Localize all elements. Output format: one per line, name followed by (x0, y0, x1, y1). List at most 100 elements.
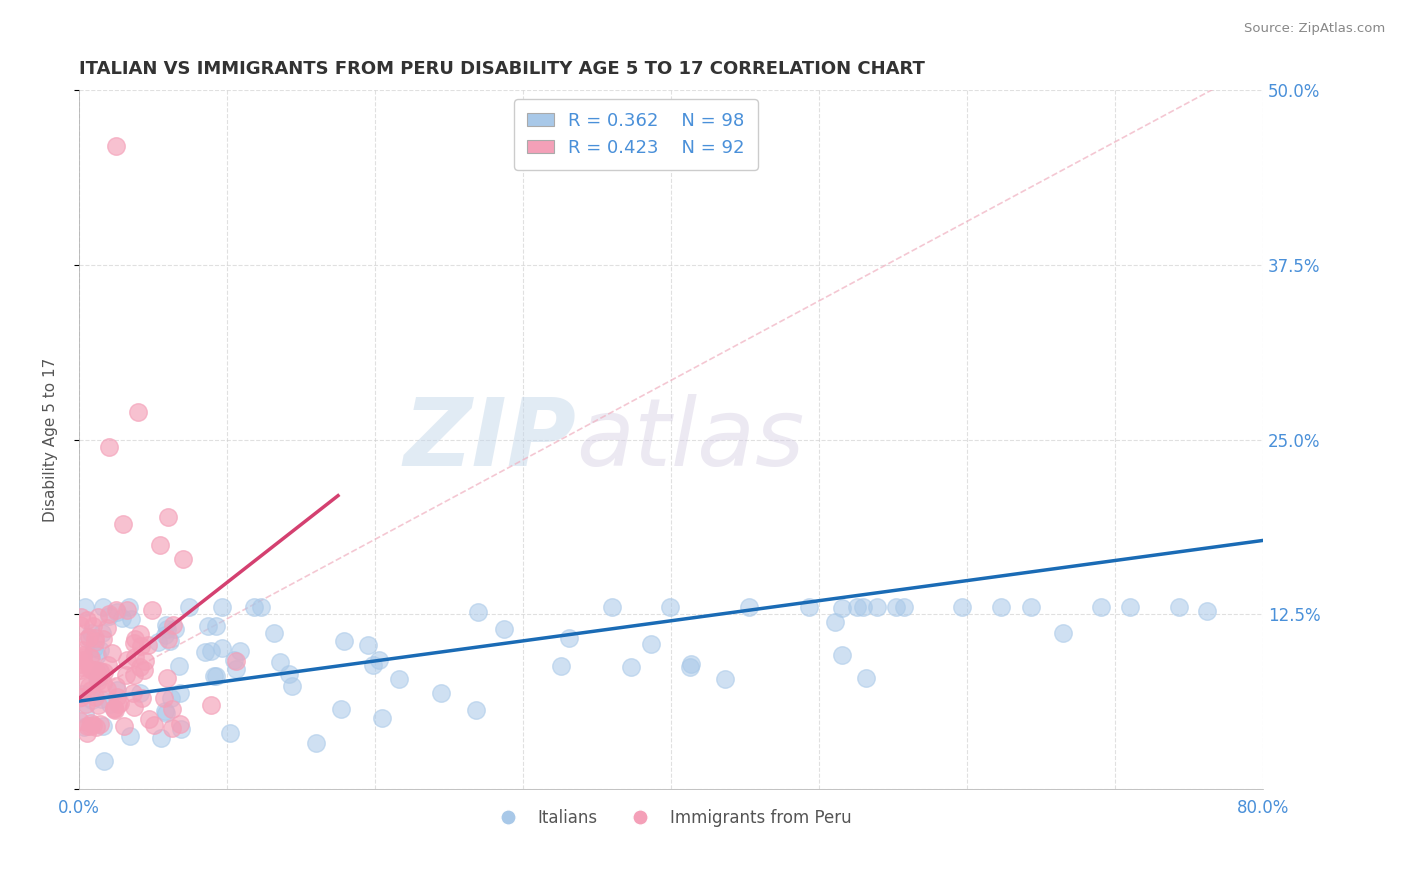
Point (91, 718, 114, 732)
Point (134, 654, 156, 668)
Point (150, 731, 173, 745)
Point (103, 700, 125, 714)
Text: ZIP: ZIP (404, 393, 576, 486)
Point (263, 626, 285, 640)
Point (152, 690, 174, 705)
Point (155, 704, 177, 718)
Point (202, 669, 225, 683)
Point (156, 509, 179, 524)
Point (658, 600, 681, 615)
Point (205, 668, 228, 682)
Point (114, 668, 136, 682)
Point (76, 676, 98, 690)
Point (90, 692, 112, 706)
Point (98, 609, 121, 624)
Point (76, 632, 98, 647)
Point (142, 717, 165, 731)
Point (153, 628, 176, 642)
Point (77, 679, 100, 693)
Point (112, 516, 135, 531)
Point (156, 623, 179, 637)
Point (846, 600, 869, 615)
Point (831, 601, 853, 615)
Point (80, 683, 103, 698)
Point (83, 640, 105, 655)
Point (131, 639, 153, 653)
Point (69, 618, 91, 632)
Point (159, 633, 181, 648)
Point (160, 691, 183, 706)
Point (1195, 604, 1218, 618)
Point (197, 618, 219, 632)
Point (129, 660, 152, 674)
Point (84, 720, 107, 734)
Point (155, 706, 177, 720)
Point (89, 665, 111, 679)
Point (77, 630, 100, 644)
Point (211, 600, 233, 615)
Point (620, 660, 643, 674)
Point (69, 690, 91, 704)
Point (194, 645, 217, 659)
Point (368, 653, 391, 667)
Point (80, 651, 103, 665)
Point (105, 690, 128, 705)
Point (76, 719, 98, 733)
Point (388, 672, 411, 686)
Point (70, 650, 93, 665)
Point (83, 663, 105, 677)
Point (76, 613, 98, 627)
Point (93, 600, 115, 615)
Point (104, 703, 127, 717)
Point (990, 600, 1012, 615)
Point (1167, 600, 1189, 615)
Point (69, 714, 91, 728)
Point (86, 672, 108, 686)
Point (132, 663, 155, 677)
Point (124, 632, 146, 646)
Point (124, 668, 146, 682)
Point (91, 625, 114, 640)
Point (115, 603, 138, 617)
Point (127, 405, 149, 419)
Point (84, 632, 107, 646)
Point (156, 671, 179, 685)
Point (211, 640, 233, 655)
Point (104, 139, 127, 153)
Point (124, 636, 146, 650)
Point (120, 729, 142, 743)
Point (115, 653, 138, 667)
Point (893, 600, 915, 615)
Point (225, 654, 247, 668)
Point (91, 676, 114, 690)
Point (200, 644, 222, 658)
Point (122, 700, 145, 714)
Point (72, 653, 94, 667)
Point (114, 719, 136, 733)
Point (89, 643, 111, 657)
Point (105, 683, 128, 698)
Point (75, 697, 97, 711)
Point (1090, 600, 1112, 615)
Point (1119, 600, 1142, 615)
Point (600, 600, 623, 615)
Point (1052, 626, 1074, 640)
Point (97, 440, 120, 454)
Point (129, 686, 152, 700)
Point (225, 662, 247, 676)
Point (76, 726, 98, 740)
Point (155, 618, 177, 632)
Point (87, 673, 110, 688)
Point (138, 712, 160, 726)
Text: Source: ZipAtlas.com: Source: ZipAtlas.com (1244, 22, 1385, 36)
Point (269, 655, 291, 669)
Point (169, 717, 191, 731)
Text: ITALIAN VS IMMIGRANTS FROM PERU DISABILITY AGE 5 TO 17 CORRELATION CHART: ITALIAN VS IMMIGRANTS FROM PERU DISABILI… (79, 60, 925, 78)
Point (162, 618, 184, 632)
Point (160, 702, 183, 716)
Point (69, 690, 91, 704)
Point (884, 600, 907, 615)
Point (105, 606, 128, 620)
Point (679, 660, 702, 674)
Point (640, 637, 662, 651)
